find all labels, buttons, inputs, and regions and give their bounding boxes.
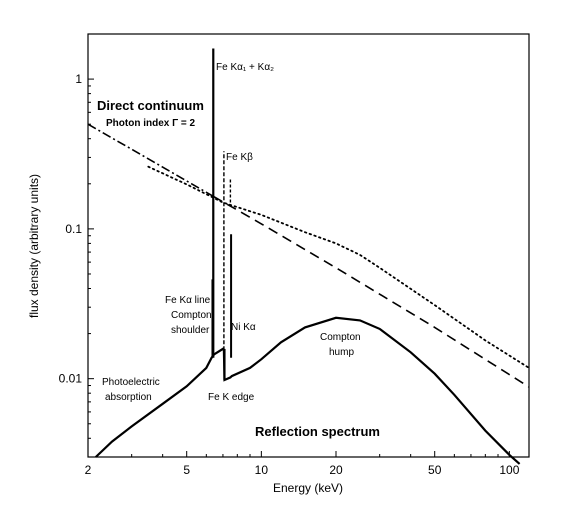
series-total bbox=[147, 165, 530, 369]
annotation-photo-2: absorption bbox=[105, 392, 152, 403]
curves bbox=[87, 48, 530, 465]
series-direct-dashdot bbox=[87, 123, 214, 197]
annotation-fe-kalpha: Fe Kα₁ + Kα₂ bbox=[216, 62, 274, 73]
annotation-reflection: Reflection spectrum bbox=[255, 424, 380, 439]
x-tick-label: 5 bbox=[183, 463, 190, 477]
annotation-hump-1: Compton bbox=[320, 332, 361, 343]
annotation-fe-kbeta: Fe Kβ bbox=[226, 152, 253, 163]
y-tick-label: 1 bbox=[75, 72, 82, 86]
x-tick-label: 50 bbox=[428, 463, 442, 477]
annotation-fe-edge: Fe K edge bbox=[208, 392, 255, 403]
series-direct-dashed bbox=[212, 195, 530, 388]
x-tick-label: 2 bbox=[85, 463, 92, 477]
annotation-photon-index: Photon index Γ = 2 bbox=[106, 118, 196, 129]
x-axis-title: Energy (keV) bbox=[273, 481, 343, 495]
annotation-ni-kalpha: Ni Kα bbox=[231, 322, 256, 333]
annotation-photo-1: Photoelectric bbox=[102, 377, 160, 388]
annotation-fe-line-2: Compton bbox=[171, 310, 212, 321]
y-tick-label: 0.1 bbox=[65, 222, 82, 236]
x-tick-label: 20 bbox=[329, 463, 343, 477]
annotation-direct-continuum: Direct continuum bbox=[97, 98, 204, 113]
annotation-fe-line-3: shoulder bbox=[171, 325, 210, 336]
annotation-hump-2: hump bbox=[329, 347, 354, 358]
x-tick-label: 10 bbox=[255, 463, 269, 477]
y-tick-label: 0.01 bbox=[59, 372, 83, 386]
annotation-fe-line-1: Fe Kα line bbox=[165, 295, 211, 306]
x-tick-label: 100 bbox=[499, 463, 519, 477]
plot-frame bbox=[87, 33, 530, 458]
axis-ticks: 2 5 10 20 50 100 0.01 0.1 1 bbox=[59, 72, 520, 477]
series-reflection bbox=[95, 316, 521, 465]
y-axis-title: flux density (arbitrary units) bbox=[27, 174, 41, 318]
